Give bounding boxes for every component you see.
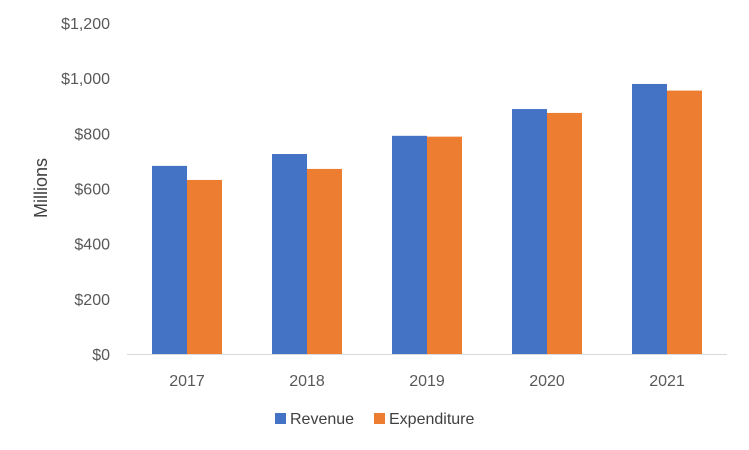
legend-swatch <box>275 413 286 424</box>
y-tick-label: $400 <box>74 237 110 254</box>
y-axis-title: Millions <box>31 158 51 218</box>
legend-label: Revenue <box>290 411 354 428</box>
bar-expenditure-2018 <box>307 168 342 354</box>
y-tick-label: $1,200 <box>61 16 110 33</box>
bar-revenue-2019 <box>392 135 427 354</box>
y-tick-label: $800 <box>74 126 110 143</box>
legend-swatch <box>374 413 385 424</box>
bar-series-group <box>152 83 702 355</box>
x-tick-label: 2018 <box>289 373 325 390</box>
y-axis: $0 $200 $400 $600 $800 $1,000 $1,200 <box>61 16 110 364</box>
y-tick-label: $0 <box>92 347 110 364</box>
legend-label: Expenditure <box>389 411 474 428</box>
x-tick-label: 2020 <box>529 373 565 390</box>
y-tick-label: $200 <box>74 292 110 309</box>
x-tick-label: 2019 <box>409 373 445 390</box>
bar-revenue-2020 <box>512 109 547 354</box>
legend-item-revenue: Revenue <box>275 411 354 428</box>
bar-revenue-2021 <box>632 83 667 354</box>
x-tick-label: 2017 <box>169 373 205 390</box>
bar-expenditure-2020 <box>547 112 582 355</box>
bar-revenue-2018 <box>272 154 307 354</box>
bar-revenue-2017 <box>152 165 187 354</box>
y-tick-label: $1,000 <box>61 71 110 88</box>
bar-expenditure-2017 <box>187 179 222 354</box>
x-axis: 2017 2018 2019 2020 2021 <box>169 373 685 390</box>
legend: Revenue Expenditure <box>275 411 474 428</box>
bar-expenditure-2021 <box>667 90 702 355</box>
legend-item-expenditure: Expenditure <box>374 411 474 428</box>
y-tick-label: $600 <box>74 182 110 199</box>
bar-expenditure-2019 <box>427 136 462 354</box>
x-tick-label: 2021 <box>649 373 685 390</box>
